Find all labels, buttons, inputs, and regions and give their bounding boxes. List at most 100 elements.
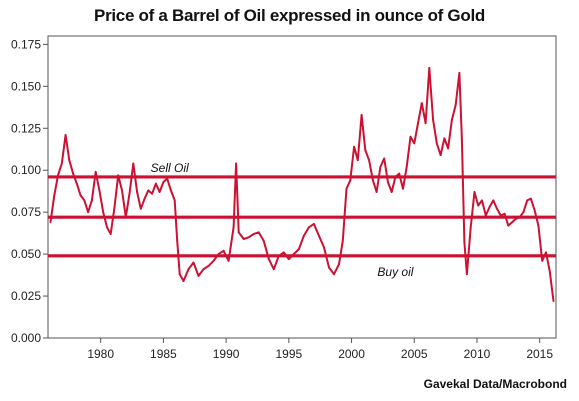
data-point — [106, 226, 108, 229]
x-tick-label: 2015 — [526, 347, 553, 361]
data-point — [364, 149, 367, 151]
data-point — [548, 269, 551, 272]
data-point — [98, 189, 101, 192]
data-point — [545, 251, 547, 254]
data-point — [450, 118, 453, 121]
data-point — [217, 253, 220, 256]
data-point — [413, 142, 416, 145]
data-point — [75, 182, 78, 185]
data-point — [87, 211, 90, 214]
data-point — [477, 204, 480, 207]
data-point — [338, 263, 340, 266]
x-tick-label: 1995 — [275, 347, 302, 361]
data-point — [121, 189, 123, 192]
data-point — [53, 194, 56, 197]
data-point — [379, 165, 382, 168]
y-tick-label: 0.125 — [11, 121, 41, 135]
data-point — [227, 259, 230, 262]
data-point — [207, 264, 210, 267]
data-point — [496, 207, 498, 210]
data-point — [247, 236, 250, 239]
data-point — [514, 217, 517, 220]
data-point — [353, 145, 355, 148]
data-point — [522, 211, 525, 214]
data-point — [469, 226, 472, 229]
data-point — [182, 280, 185, 282]
data-point — [356, 159, 359, 162]
data-point — [166, 177, 169, 180]
data-point — [447, 147, 450, 150]
data-point — [443, 137, 446, 140]
y-tick-label: 0.100 — [11, 163, 41, 177]
data-point — [162, 181, 165, 183]
data-point — [109, 233, 112, 235]
data-point — [235, 162, 238, 165]
data-point — [287, 258, 290, 261]
data-point — [383, 157, 386, 160]
data-point — [117, 174, 120, 177]
data-point — [252, 233, 255, 235]
data-point — [435, 142, 438, 145]
data-point — [151, 192, 154, 195]
data-point — [402, 187, 404, 190]
data-point — [173, 199, 176, 202]
data-point — [481, 199, 483, 202]
y-tick-label: 0.000 — [11, 331, 41, 345]
data-point — [375, 191, 378, 193]
plot-area — [47, 35, 557, 339]
data-point — [463, 241, 466, 244]
y-tick-label: 0.175 — [11, 37, 41, 51]
data-point — [257, 231, 260, 234]
x-tick-label: 1990 — [213, 347, 240, 361]
data-point — [68, 159, 71, 162]
data-point — [484, 214, 487, 217]
annotation-label-0: Sell Oil — [151, 161, 189, 175]
x-tick-label: 2000 — [338, 347, 365, 361]
data-point — [424, 122, 427, 125]
data-point — [394, 176, 397, 178]
data-point — [368, 159, 371, 162]
data-point — [176, 239, 179, 242]
data-point — [488, 206, 491, 209]
data-point — [57, 174, 59, 177]
data-point — [113, 206, 116, 209]
data-point — [60, 162, 63, 165]
data-point — [417, 122, 419, 125]
data-point — [147, 189, 150, 192]
data-point — [212, 259, 215, 262]
data-point — [333, 273, 335, 276]
data-point — [154, 182, 157, 185]
data-point — [102, 211, 105, 214]
data-point — [94, 171, 97, 173]
x-tick-label: 1980 — [87, 347, 114, 361]
data-point — [178, 273, 181, 276]
data-point — [318, 234, 320, 237]
data-point — [466, 273, 468, 276]
data-point — [390, 191, 393, 193]
data-point — [526, 199, 529, 202]
data-point — [136, 191, 138, 193]
data-point — [387, 181, 389, 183]
data-point — [371, 179, 374, 182]
data-point — [492, 199, 495, 202]
data-point — [499, 214, 502, 217]
data-point — [49, 221, 52, 224]
data-point — [202, 268, 205, 271]
data-point — [302, 234, 305, 237]
data-point — [473, 191, 476, 193]
data-point — [537, 224, 540, 227]
data-point — [72, 172, 74, 175]
data-point — [507, 224, 510, 227]
data-point — [405, 165, 408, 168]
data-point — [262, 239, 265, 242]
data-point — [518, 216, 521, 219]
annotation-label-1: Buy oil — [377, 265, 413, 279]
data-point — [341, 239, 344, 242]
data-point — [79, 194, 82, 197]
source-label: Gavekal Data/Macrobond — [423, 377, 567, 391]
data-point — [282, 251, 285, 254]
data-point — [328, 266, 330, 269]
data-point — [503, 212, 506, 215]
y-tick-label: 0.025 — [11, 289, 41, 303]
